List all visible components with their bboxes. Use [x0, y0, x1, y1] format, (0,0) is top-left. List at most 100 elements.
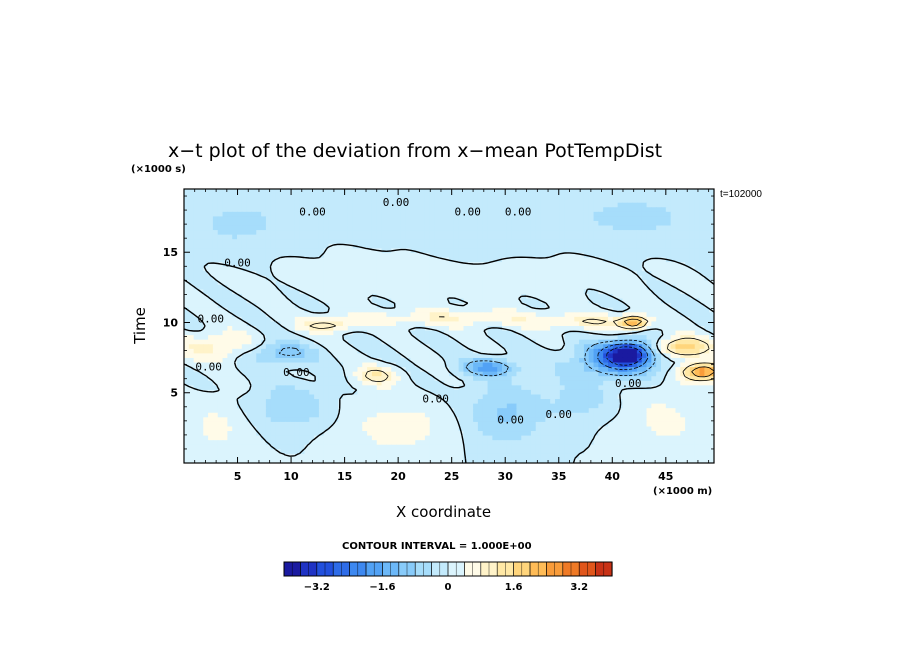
heatmap-cell: [405, 330, 412, 336]
heatmap-cell: [232, 243, 238, 249]
heatmap-cell: [502, 248, 508, 254]
heatmap-cell: [294, 348, 301, 354]
heatmap-cell: [400, 280, 407, 286]
heatmap-cell: [400, 248, 407, 254]
heatmap-cell: [646, 326, 652, 332]
heatmap-cell: [545, 321, 551, 327]
heatmap-cell: [256, 326, 262, 332]
heatmap-cell: [473, 326, 479, 332]
heatmap-cell: [208, 344, 214, 350]
heatmap-cell: [371, 248, 378, 254]
heatmap-cell: [227, 262, 233, 268]
heatmap-cell: [641, 275, 648, 281]
heatmap-cell: [675, 207, 681, 213]
heatmap-cell: [656, 225, 662, 231]
heatmap-cell: [328, 371, 334, 377]
heatmap-cell: [564, 316, 571, 323]
heatmap-cell: [371, 376, 378, 382]
heatmap-cell: [521, 225, 527, 231]
heatmap-cell: [593, 216, 599, 222]
heatmap-cell: [261, 198, 267, 204]
heatmap-cell: [424, 220, 431, 227]
heatmap-cell: [526, 298, 532, 304]
heatmap-cell: [415, 280, 421, 286]
heatmap-cell: [357, 284, 363, 291]
heatmap-cell: [526, 207, 532, 213]
heatmap-cell: [208, 198, 214, 204]
heatmap-cell: [704, 380, 710, 386]
heatmap-cell: [381, 280, 387, 286]
heatmap-cell: [400, 211, 407, 217]
heatmap-cell: [265, 385, 272, 391]
heatmap-cell: [193, 348, 200, 354]
heatmap-cell: [540, 303, 546, 309]
heatmap-cell: [251, 344, 257, 350]
heatmap-cell: [492, 252, 498, 259]
heatmap-cell: [371, 367, 378, 373]
heatmap-cell: [275, 234, 281, 240]
heatmap-cell: [193, 230, 200, 236]
heatmap-cell: [574, 202, 580, 208]
heatmap-cell: [304, 389, 310, 396]
heatmap-cell: [588, 234, 595, 240]
heatmap-cell: [694, 280, 701, 286]
heatmap-cell: [506, 243, 513, 249]
heatmap-cell: [468, 330, 474, 336]
heatmap-cell: [241, 248, 248, 254]
heatmap-cell: [208, 353, 214, 359]
heatmap-cell: [656, 367, 662, 373]
heatmap-cell: [685, 243, 691, 249]
heatmap-cell: [603, 303, 609, 309]
heatmap-cell: [670, 234, 677, 240]
heatmap-cell: [227, 289, 233, 295]
heatmap-cell: [188, 307, 195, 313]
heatmap-cell: [535, 193, 542, 199]
heatmap-cell: [516, 326, 522, 332]
heatmap-cell: [694, 307, 701, 313]
heatmap-cell: [583, 353, 590, 359]
heatmap-cell: [502, 289, 508, 295]
heatmap-cell: [280, 234, 286, 240]
heatmap-cell: [429, 271, 436, 277]
heatmap-cell: [627, 220, 633, 227]
heatmap-cell: [482, 257, 489, 263]
heatmap-cell: [559, 207, 566, 213]
heatmap-cell: [603, 307, 609, 313]
heatmap-cell: [208, 280, 214, 286]
heatmap-cell: [559, 316, 566, 323]
heatmap-cell: [473, 189, 479, 195]
heatmap-cell: [212, 198, 219, 204]
heatmap-cell: [661, 252, 667, 259]
heatmap-cell: [473, 380, 479, 386]
heatmap-cell: [405, 389, 412, 396]
heatmap-cell: [405, 271, 412, 277]
heatmap-cell: [540, 380, 546, 386]
heatmap-cell: [646, 193, 652, 199]
heatmap-cell: [545, 207, 551, 213]
heatmap-cell: [280, 316, 286, 323]
heatmap-cell: [636, 220, 643, 227]
heatmap-cell: [497, 335, 503, 341]
heatmap-cell: [675, 189, 681, 195]
heatmap-cell: [477, 348, 484, 354]
heatmap-cell: [530, 371, 537, 377]
heatmap-cell: [212, 225, 219, 231]
heatmap-cell: [198, 225, 204, 231]
heatmap-cell: [675, 316, 681, 323]
heatmap-cell: [627, 284, 633, 291]
heatmap-cell: [280, 339, 286, 345]
heatmap-cell: [251, 252, 257, 259]
heatmap-cell: [309, 344, 315, 350]
heatmap-cell: [429, 262, 436, 268]
heatmap-cell: [598, 211, 604, 217]
heatmap-cell: [463, 211, 469, 217]
heatmap-cell: [516, 189, 522, 195]
heatmap-cell: [689, 348, 696, 354]
heatmap-cell: [275, 376, 281, 382]
heatmap-cell: [579, 376, 585, 382]
heatmap-cell: [237, 289, 243, 295]
heatmap-cell: [251, 189, 257, 195]
heatmap-cell: [468, 371, 474, 377]
heatmap-cell: [694, 371, 701, 377]
heatmap-cell: [391, 357, 397, 364]
